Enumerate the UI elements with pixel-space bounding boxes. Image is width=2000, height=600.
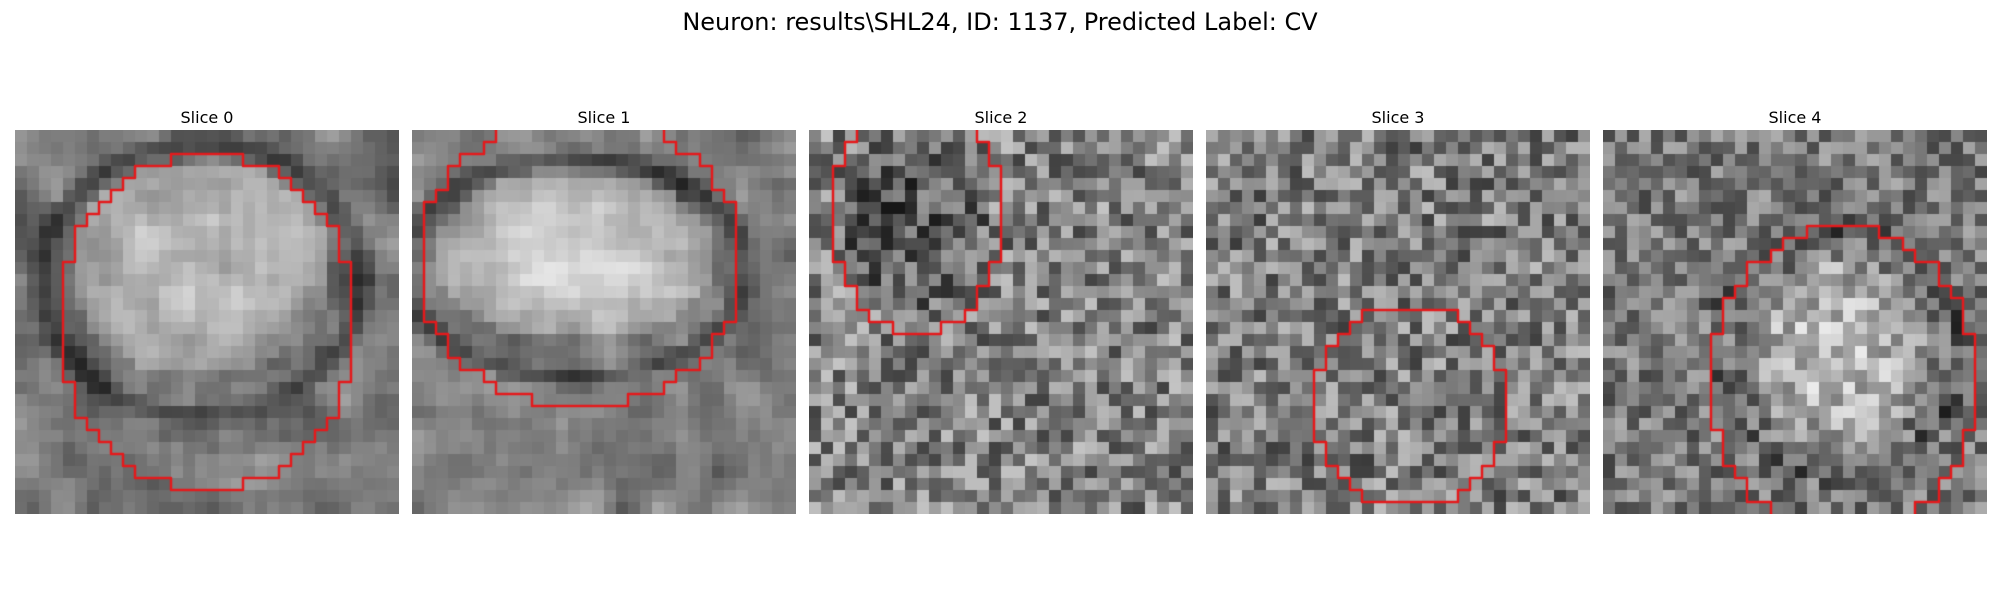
slice-image-1 — [412, 130, 796, 514]
slice-image-4 — [1603, 130, 1987, 514]
slice-panel-2: Slice 2 — [809, 108, 1193, 514]
slice-panel-4: Slice 4 — [1603, 108, 1987, 514]
slice-panel-0: Slice 0 — [15, 108, 399, 514]
slice-panel-1: Slice 1 — [412, 108, 796, 514]
slice-image-3 — [1206, 130, 1590, 514]
slice-title: Slice 0 — [180, 108, 234, 127]
slice-title: Slice 4 — [1768, 108, 1822, 127]
slice-title: Slice 3 — [1371, 108, 1425, 127]
slice-panel-3: Slice 3 — [1206, 108, 1590, 514]
figure-title: Neuron: results\SHL24, ID: 1137, Predict… — [682, 8, 1318, 36]
slice-image-0 — [15, 130, 399, 514]
slice-title: Slice 2 — [974, 108, 1028, 127]
slice-image-2 — [809, 130, 1193, 514]
slice-title: Slice 1 — [577, 108, 631, 127]
